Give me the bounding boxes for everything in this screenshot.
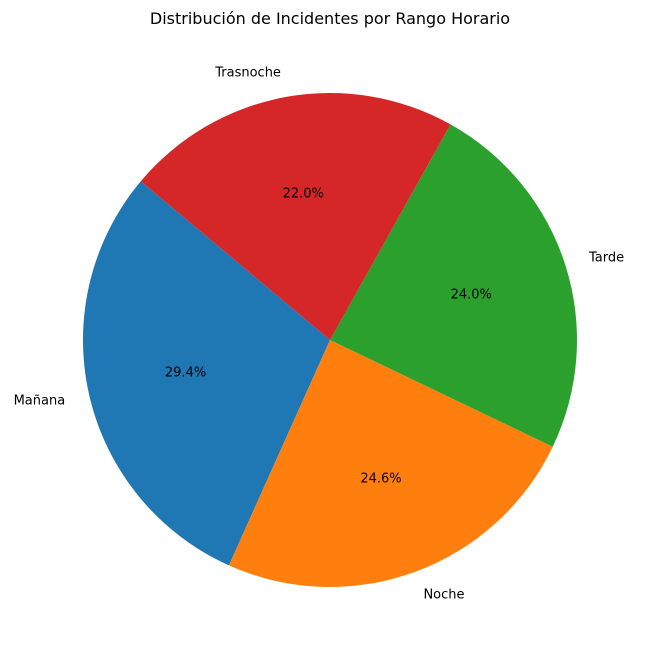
pie-slice-trasnoche — [140, 93, 451, 340]
slice-label: Tarde — [588, 250, 624, 265]
slice-percent-label: 29.4% — [165, 366, 206, 381]
slice-label: Trasnoche — [214, 65, 281, 80]
pie-slices — [83, 93, 577, 587]
slice-percent-label: 22.0% — [283, 187, 324, 202]
chart-title: Distribución de Incidentes por Rango Hor… — [150, 9, 510, 28]
pie-labels: Mañana 29.4% Noche 24.6% Tarde 24.0% Trasnoche… — [14, 65, 625, 602]
pie-slice-noche — [228, 340, 553, 587]
pie-slice-tarde — [330, 124, 577, 447]
slice-label: Mañana — [14, 393, 66, 408]
slice-percent-label: 24.0% — [451, 288, 492, 303]
slice-label: Noche — [423, 588, 464, 603]
slice-percent-label: 24.6% — [360, 472, 401, 487]
pie-slice-mañana — [83, 181, 330, 566]
